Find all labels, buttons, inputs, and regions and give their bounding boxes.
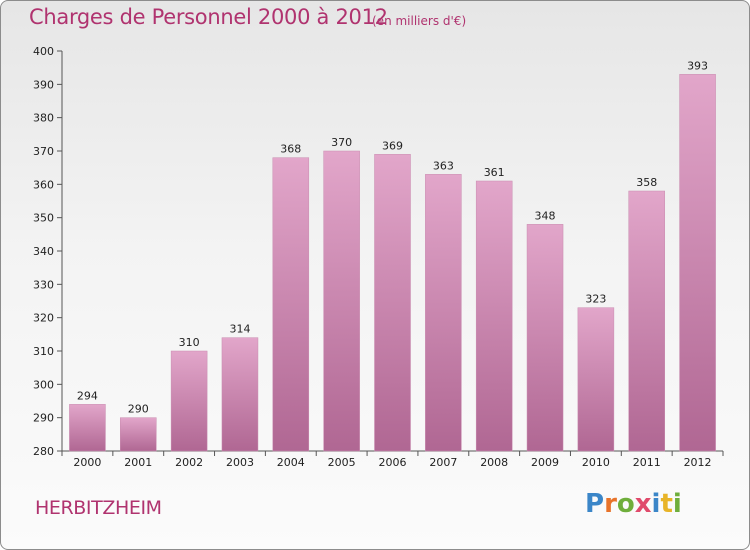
logo-letter: P: [585, 489, 605, 519]
y-tick-label: 320: [33, 312, 54, 325]
x-tick-label: 2006: [379, 456, 407, 469]
x-tick-label: 2008: [480, 456, 508, 469]
y-tick-label: 400: [33, 45, 54, 58]
data-label: 310: [179, 336, 200, 349]
bar: [272, 157, 310, 452]
x-tick-label: 2010: [582, 456, 610, 469]
x-tick-label: 2011: [633, 456, 661, 469]
data-label: 348: [535, 209, 556, 222]
logo-letter: i: [651, 489, 661, 519]
chart-title: Charges de Personnel 2000 à 2012: [29, 5, 388, 29]
x-tick-label: 2007: [429, 456, 457, 469]
x-tick-label: 2004: [277, 456, 305, 469]
x-tick-label: 2003: [226, 456, 254, 469]
data-label: 361: [484, 166, 505, 179]
y-tick-label: 300: [33, 378, 54, 391]
x-axis: 2000 2001 2002 2003 2004 2005 2006 2007 2008 2009…: [61, 450, 724, 469]
data-label: 363: [433, 159, 454, 172]
town-name: HERBITZHEIM: [35, 497, 162, 519]
x-tick-label: 2002: [175, 456, 203, 469]
logo-letter: x: [634, 489, 652, 519]
bar: [526, 224, 564, 452]
y-tick-label: 380: [33, 112, 54, 125]
bar: [679, 74, 716, 452]
y-tick-label: 330: [33, 278, 54, 291]
data-label: 314: [229, 323, 250, 336]
data-label: 294: [77, 389, 98, 402]
data-label: 370: [331, 136, 352, 149]
chart-unit-note: (en milliers d'€): [372, 14, 467, 28]
logo-letter: o: [616, 489, 635, 519]
x-tick-label: 2009: [531, 456, 559, 469]
logo-letter: i: [672, 489, 682, 519]
y-axis: 280 290 300 310 320 330 340 350 360 370 380 390 400: [33, 45, 63, 458]
bar: [628, 190, 665, 452]
logo-letter: r: [604, 489, 617, 519]
data-label: 368: [280, 143, 301, 156]
y-tick-label: 310: [33, 345, 54, 358]
x-tick-label: 2000: [73, 456, 101, 469]
bar: [374, 154, 411, 452]
bar: [425, 174, 462, 452]
data-label: 323: [585, 293, 606, 306]
data-labels: 294 290 310 314 368 370 369 363 361 348 323 358 393: [77, 59, 708, 415]
bar: [69, 404, 106, 452]
x-tick-label: 2005: [328, 456, 356, 469]
x-tick-label: 2012: [684, 456, 712, 469]
y-tick-label: 280: [33, 445, 54, 458]
data-label: 290: [128, 403, 149, 416]
y-tick-label: 340: [33, 245, 54, 258]
data-label: 369: [382, 139, 403, 152]
data-label: 358: [636, 176, 657, 189]
bar: [120, 417, 157, 452]
y-tick-label: 360: [33, 178, 54, 191]
proxiti-logo[interactable]: Proxiti: [585, 489, 689, 523]
data-label: 393: [687, 59, 708, 72]
bar: [323, 150, 360, 452]
y-tick-label: 390: [33, 78, 54, 91]
bar: [475, 180, 513, 452]
y-tick-label: 350: [33, 212, 54, 225]
y-tick-label: 290: [33, 412, 54, 425]
logo-letter: t: [660, 489, 673, 519]
bars: [69, 74, 716, 452]
x-tick-label: 2001: [124, 456, 152, 469]
bar: [577, 307, 615, 452]
bar: [170, 350, 208, 452]
bar: [221, 337, 259, 452]
y-tick-label: 370: [33, 145, 54, 158]
